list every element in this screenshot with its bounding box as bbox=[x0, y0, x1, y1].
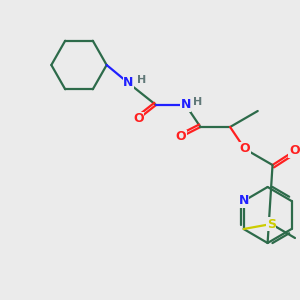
Text: H: H bbox=[193, 97, 202, 107]
Text: O: O bbox=[240, 142, 250, 155]
Text: H: H bbox=[136, 75, 146, 85]
Text: N: N bbox=[181, 98, 191, 112]
Text: N: N bbox=[123, 76, 134, 89]
Text: O: O bbox=[289, 145, 300, 158]
Text: O: O bbox=[176, 130, 186, 143]
Text: O: O bbox=[133, 112, 144, 125]
Text: S: S bbox=[267, 218, 276, 230]
Text: N: N bbox=[238, 194, 249, 208]
